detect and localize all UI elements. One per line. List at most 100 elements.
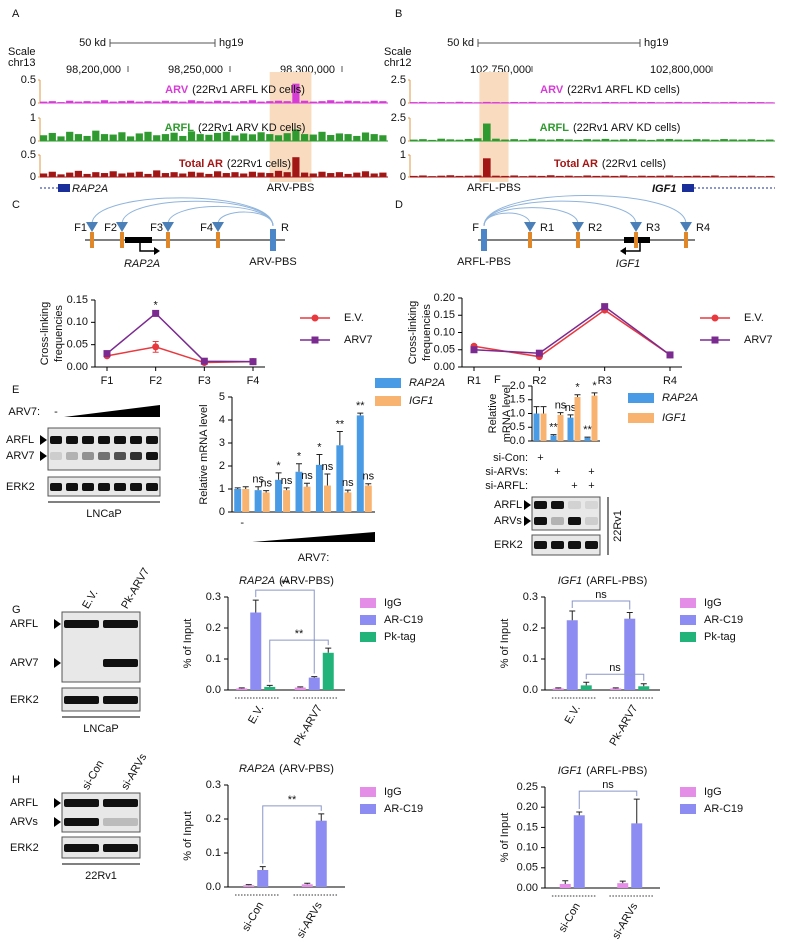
signal <box>747 101 756 103</box>
marker <box>601 303 609 311</box>
signal <box>266 101 274 103</box>
bar <box>567 417 574 441</box>
y-tick-label: 1.0 <box>510 407 525 419</box>
band <box>130 452 142 460</box>
error-bar <box>242 486 249 489</box>
signal <box>592 175 601 177</box>
series-line <box>473 305 671 356</box>
tss-arrowhead <box>154 247 160 255</box>
signal <box>370 173 378 177</box>
signal <box>327 173 335 177</box>
legend-swatch <box>680 804 696 814</box>
signal <box>353 135 361 141</box>
signal <box>66 172 74 177</box>
legend-label: AR-C19 <box>384 803 423 815</box>
error-bar <box>612 687 619 689</box>
error-bar <box>266 684 273 687</box>
signal <box>318 101 326 103</box>
legend-label: E.V. <box>744 312 764 324</box>
error-bar <box>567 414 574 418</box>
bar <box>295 471 303 512</box>
signal <box>170 172 178 177</box>
band <box>98 436 110 444</box>
signal <box>231 101 239 103</box>
signal <box>556 175 564 177</box>
signal <box>40 173 48 177</box>
band <box>114 483 126 491</box>
coordinate: 98,250,000 <box>168 64 223 76</box>
blot-membrane <box>61 836 141 859</box>
error-bar <box>574 394 581 397</box>
signal <box>583 139 591 141</box>
signal <box>153 170 161 177</box>
y-axis-label: Cross-linking <box>407 301 419 365</box>
signal <box>48 171 56 177</box>
binding-site-label: ARV-PBS <box>249 256 297 268</box>
signal <box>437 175 445 177</box>
signal <box>248 134 256 141</box>
legend-swatch <box>375 378 401 388</box>
y-tick-label: 1 <box>219 483 225 495</box>
y-axis-label: % of Input <box>499 619 511 669</box>
signal <box>135 171 143 177</box>
bar <box>303 486 311 512</box>
gene-box <box>125 237 152 243</box>
bar <box>550 435 557 441</box>
signal <box>179 135 187 141</box>
y-tick-label: 0.05 <box>517 862 538 874</box>
band <box>50 436 62 444</box>
title-rest: (ARFL-PBS) <box>586 765 647 777</box>
gene-name: RAP2A <box>72 183 108 195</box>
bar <box>315 464 323 512</box>
signal <box>196 134 204 141</box>
significance-label: ns <box>609 662 621 674</box>
gene-name: IGF1 <box>652 183 676 195</box>
band <box>146 452 158 460</box>
annotation: ns <box>252 474 264 486</box>
signal <box>738 139 747 141</box>
y-tick-label: 0.20 <box>517 801 538 813</box>
signal <box>274 135 283 141</box>
y-tick-label: 0.0 <box>206 881 221 893</box>
signal <box>153 101 161 103</box>
signal <box>205 134 213 141</box>
signal <box>692 139 701 141</box>
bar <box>236 688 248 690</box>
marker <box>103 350 111 358</box>
bar <box>540 413 547 441</box>
signal <box>519 139 528 141</box>
signal <box>428 139 436 141</box>
error-bar <box>591 392 598 396</box>
signal <box>231 172 239 177</box>
condition-mark: + <box>537 452 543 464</box>
y-axis-label: Relative mRNA level <box>198 404 210 504</box>
signal <box>556 139 564 141</box>
bar <box>308 677 320 690</box>
arc-arrowhead <box>680 222 692 232</box>
signal <box>528 175 537 177</box>
y-axis-label: frequencies <box>53 305 65 362</box>
panel-letter: E <box>12 384 19 396</box>
exon <box>682 184 694 192</box>
legend-label: AR-C19 <box>704 803 743 815</box>
legend-label: RAP2A <box>662 392 698 404</box>
legend-label: IGF1 <box>409 395 433 407</box>
bar <box>566 620 578 690</box>
signal <box>583 175 591 177</box>
signal <box>702 175 710 177</box>
signal <box>248 171 256 177</box>
significance-label: ** <box>281 578 290 590</box>
error-bar <box>365 483 372 486</box>
y-tick-label: 0.05 <box>67 339 88 351</box>
signal <box>702 101 710 103</box>
arc-arrowhead <box>572 222 584 232</box>
legend-swatch <box>360 615 376 625</box>
y-tick-label: 0.0 <box>510 435 525 447</box>
error-bar <box>297 686 304 688</box>
signal <box>674 101 683 103</box>
significance-label: ns <box>602 779 614 791</box>
signal <box>665 138 674 141</box>
signal <box>327 100 335 103</box>
site-label: R3 <box>646 222 660 234</box>
